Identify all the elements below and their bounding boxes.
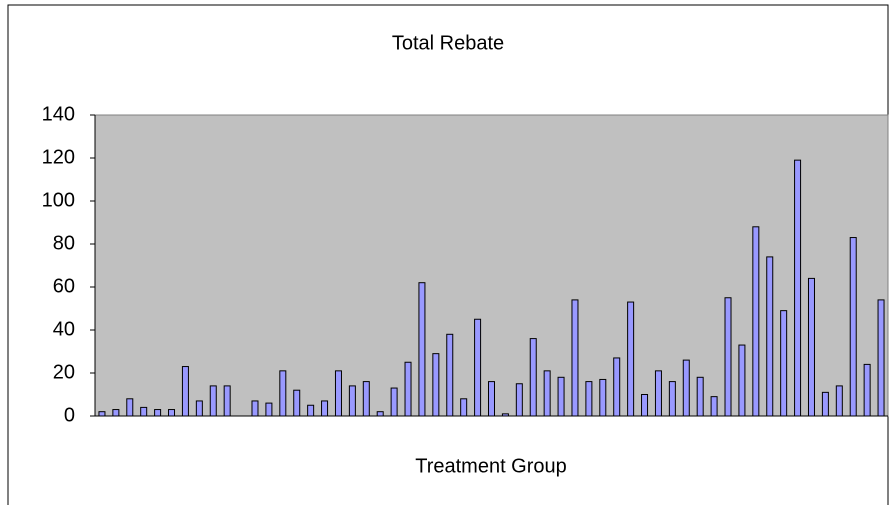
bar	[543, 370, 551, 417]
y-tick-label: 120	[42, 146, 75, 168]
bar	[668, 381, 676, 417]
y-tick-label: 0	[64, 404, 75, 426]
bar	[501, 413, 509, 417]
y-tick-label: 40	[53, 318, 75, 340]
bar	[780, 310, 788, 417]
bar	[807, 277, 815, 417]
bar	[766, 256, 774, 417]
bar	[627, 301, 635, 417]
bar	[140, 406, 148, 417]
bar	[599, 378, 607, 417]
bar	[446, 333, 454, 417]
bar	[126, 398, 134, 417]
bar	[112, 409, 120, 417]
bar	[585, 381, 593, 417]
bar	[181, 366, 189, 417]
bar	[348, 385, 356, 417]
bar	[418, 282, 426, 417]
bar	[752, 226, 760, 417]
bar	[474, 318, 482, 417]
bar	[404, 361, 412, 417]
bar	[821, 391, 829, 417]
bar	[835, 385, 843, 417]
bar	[279, 370, 287, 417]
bar	[293, 389, 301, 417]
bar	[154, 409, 162, 417]
y-tick-label: 80	[53, 232, 75, 254]
bar	[515, 383, 523, 417]
bar	[251, 400, 259, 417]
bar	[195, 400, 203, 417]
bar	[223, 385, 231, 417]
chart-title: Total Rebate	[392, 32, 504, 54]
bar	[362, 381, 370, 417]
bar	[682, 359, 690, 417]
y-tick-label: 140	[42, 103, 75, 125]
bar	[654, 370, 662, 417]
x-axis-label: Treatment Group	[415, 455, 567, 477]
bar	[321, 400, 329, 417]
bar	[571, 299, 579, 417]
bar	[209, 385, 217, 417]
bar	[460, 398, 468, 417]
y-tick-label: 60	[53, 275, 75, 297]
bar	[877, 299, 885, 417]
bar	[168, 409, 176, 417]
bar	[710, 396, 718, 417]
bar	[696, 376, 704, 417]
y-tick-label: 100	[42, 189, 75, 211]
bar	[390, 387, 398, 417]
bar	[863, 363, 871, 417]
bar	[307, 404, 315, 417]
bar	[98, 411, 106, 417]
bar	[557, 376, 565, 417]
bar	[738, 344, 746, 417]
bar	[794, 159, 802, 417]
y-tick-label: 20	[53, 361, 75, 383]
bar	[529, 338, 537, 417]
bar	[265, 402, 273, 417]
bar	[376, 411, 384, 417]
bar	[849, 237, 857, 417]
bar	[432, 353, 440, 417]
bar	[613, 357, 621, 417]
bar	[724, 297, 732, 417]
bar	[488, 381, 495, 417]
bar	[641, 394, 649, 417]
bar	[334, 370, 342, 417]
